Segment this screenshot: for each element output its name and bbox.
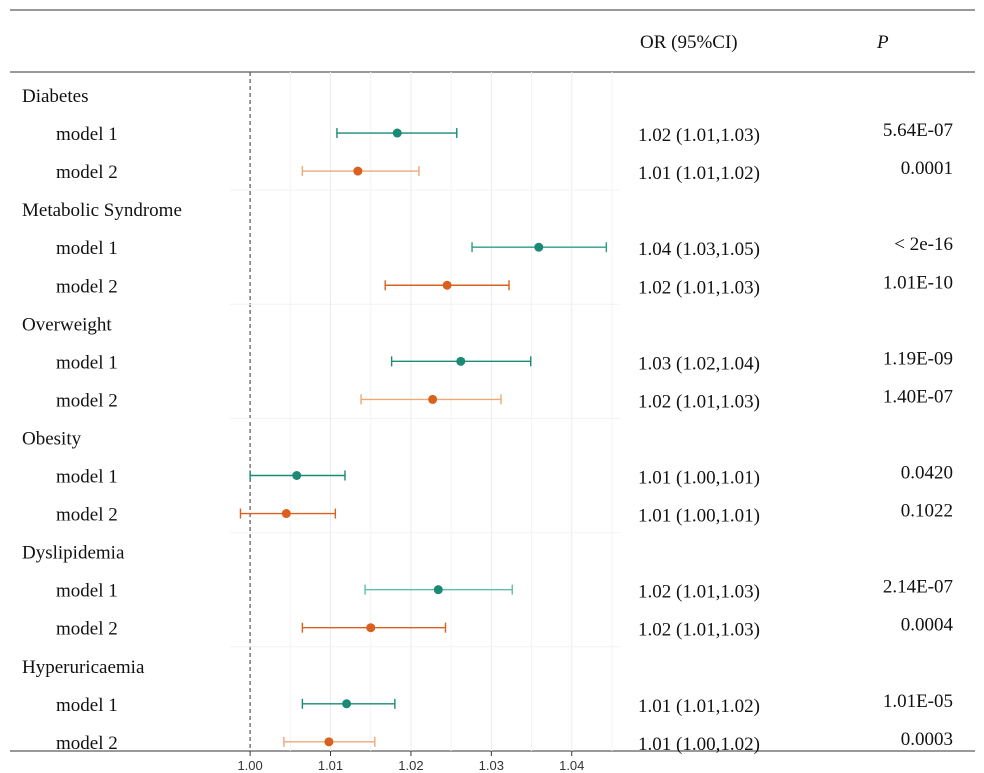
p-value: 0.1022 xyxy=(901,501,953,522)
row-label: model 1 xyxy=(56,467,118,488)
row-label: model 2 xyxy=(56,505,118,526)
or-ci-value: 1.01 (1.01,1.02) xyxy=(638,163,760,184)
header-or-ci: OR (95%CI) xyxy=(640,32,738,53)
x-tick-label: 1.02 xyxy=(398,758,423,773)
p-value: 1.40E-07 xyxy=(883,386,953,407)
or-ci-value: 1.01 (1.00,1.01) xyxy=(638,468,760,489)
p-value: 5.64E-07 xyxy=(883,120,953,141)
or-ci-value: 1.02 (1.01,1.03) xyxy=(638,277,760,298)
or-ci-value: 1.01 (1.01,1.02) xyxy=(638,696,760,717)
row-label: model 2 xyxy=(56,619,118,640)
x-tick-label: 1.03 xyxy=(479,758,504,773)
row-label: model 2 xyxy=(56,276,118,297)
or-ci-value: 1.01 (1.00,1.02) xyxy=(638,734,760,755)
row-label: model 1 xyxy=(56,581,118,602)
group-label: Overweight xyxy=(22,314,112,335)
p-value: 1.19E-09 xyxy=(883,348,953,369)
group-label: Metabolic Syndrome xyxy=(22,200,182,221)
group-label: Diabetes xyxy=(22,86,88,107)
row-label: model 2 xyxy=(56,733,118,754)
p-value: 0.0004 xyxy=(901,615,954,636)
p-value: 2.14E-07 xyxy=(883,577,953,598)
p-value: 1.01E-05 xyxy=(883,691,953,712)
point-estimate xyxy=(353,166,363,176)
point-estimate xyxy=(456,356,466,366)
rows-layer: Diabetes model 1 1.02 (1.01,1.03) 5.64E-07 m… xyxy=(22,86,954,755)
point-estimate xyxy=(442,280,452,290)
p-value: 0.0420 xyxy=(901,463,953,484)
row-label: model 2 xyxy=(56,162,118,183)
or-ci-value: 1.02 (1.01,1.03) xyxy=(638,620,760,641)
or-ci-value: 1.03 (1.02,1.04) xyxy=(638,353,760,374)
point-estimate xyxy=(281,509,291,519)
p-value: 0.0003 xyxy=(901,729,953,750)
row-label: model 2 xyxy=(56,390,118,411)
p-value: 0.0001 xyxy=(901,158,953,179)
point-estimate xyxy=(292,471,302,480)
point-estimate xyxy=(392,128,402,138)
group-label: Obesity xyxy=(22,428,82,449)
row-label: model 1 xyxy=(56,238,118,259)
x-tick-label: 1.00 xyxy=(237,758,262,773)
group-label: Hyperuricaemia xyxy=(22,657,145,678)
group-label: Dyslipidemia xyxy=(22,543,125,564)
x-axis: 1.00 1.01 1.02 1.03 1.04 xyxy=(237,751,584,773)
row-label: model 1 xyxy=(56,695,118,716)
point-estimate xyxy=(428,394,438,404)
p-value: < 2e-16 xyxy=(894,234,953,255)
row-label: model 1 xyxy=(56,352,118,373)
header-p: P xyxy=(876,32,889,53)
point-estimate xyxy=(433,585,443,595)
x-tick-label: 1.01 xyxy=(318,758,343,773)
row-label: model 1 xyxy=(56,124,118,145)
point-estimate xyxy=(324,737,334,747)
or-ci-value: 1.02 (1.01,1.03) xyxy=(638,391,760,412)
or-ci-value: 1.02 (1.01,1.03) xyxy=(638,125,760,146)
point-estimate xyxy=(342,699,352,709)
point-estimate xyxy=(534,242,544,252)
grid-layer xyxy=(230,72,620,751)
or-ci-value: 1.01 (1.00,1.01) xyxy=(638,506,760,527)
x-tick-label: 1.04 xyxy=(559,758,584,773)
or-ci-value: 1.04 (1.03,1.05) xyxy=(638,239,760,260)
point-estimate xyxy=(366,623,376,633)
or-ci-value: 1.02 (1.01,1.03) xyxy=(638,582,760,603)
p-value: 1.01E-10 xyxy=(883,272,953,293)
